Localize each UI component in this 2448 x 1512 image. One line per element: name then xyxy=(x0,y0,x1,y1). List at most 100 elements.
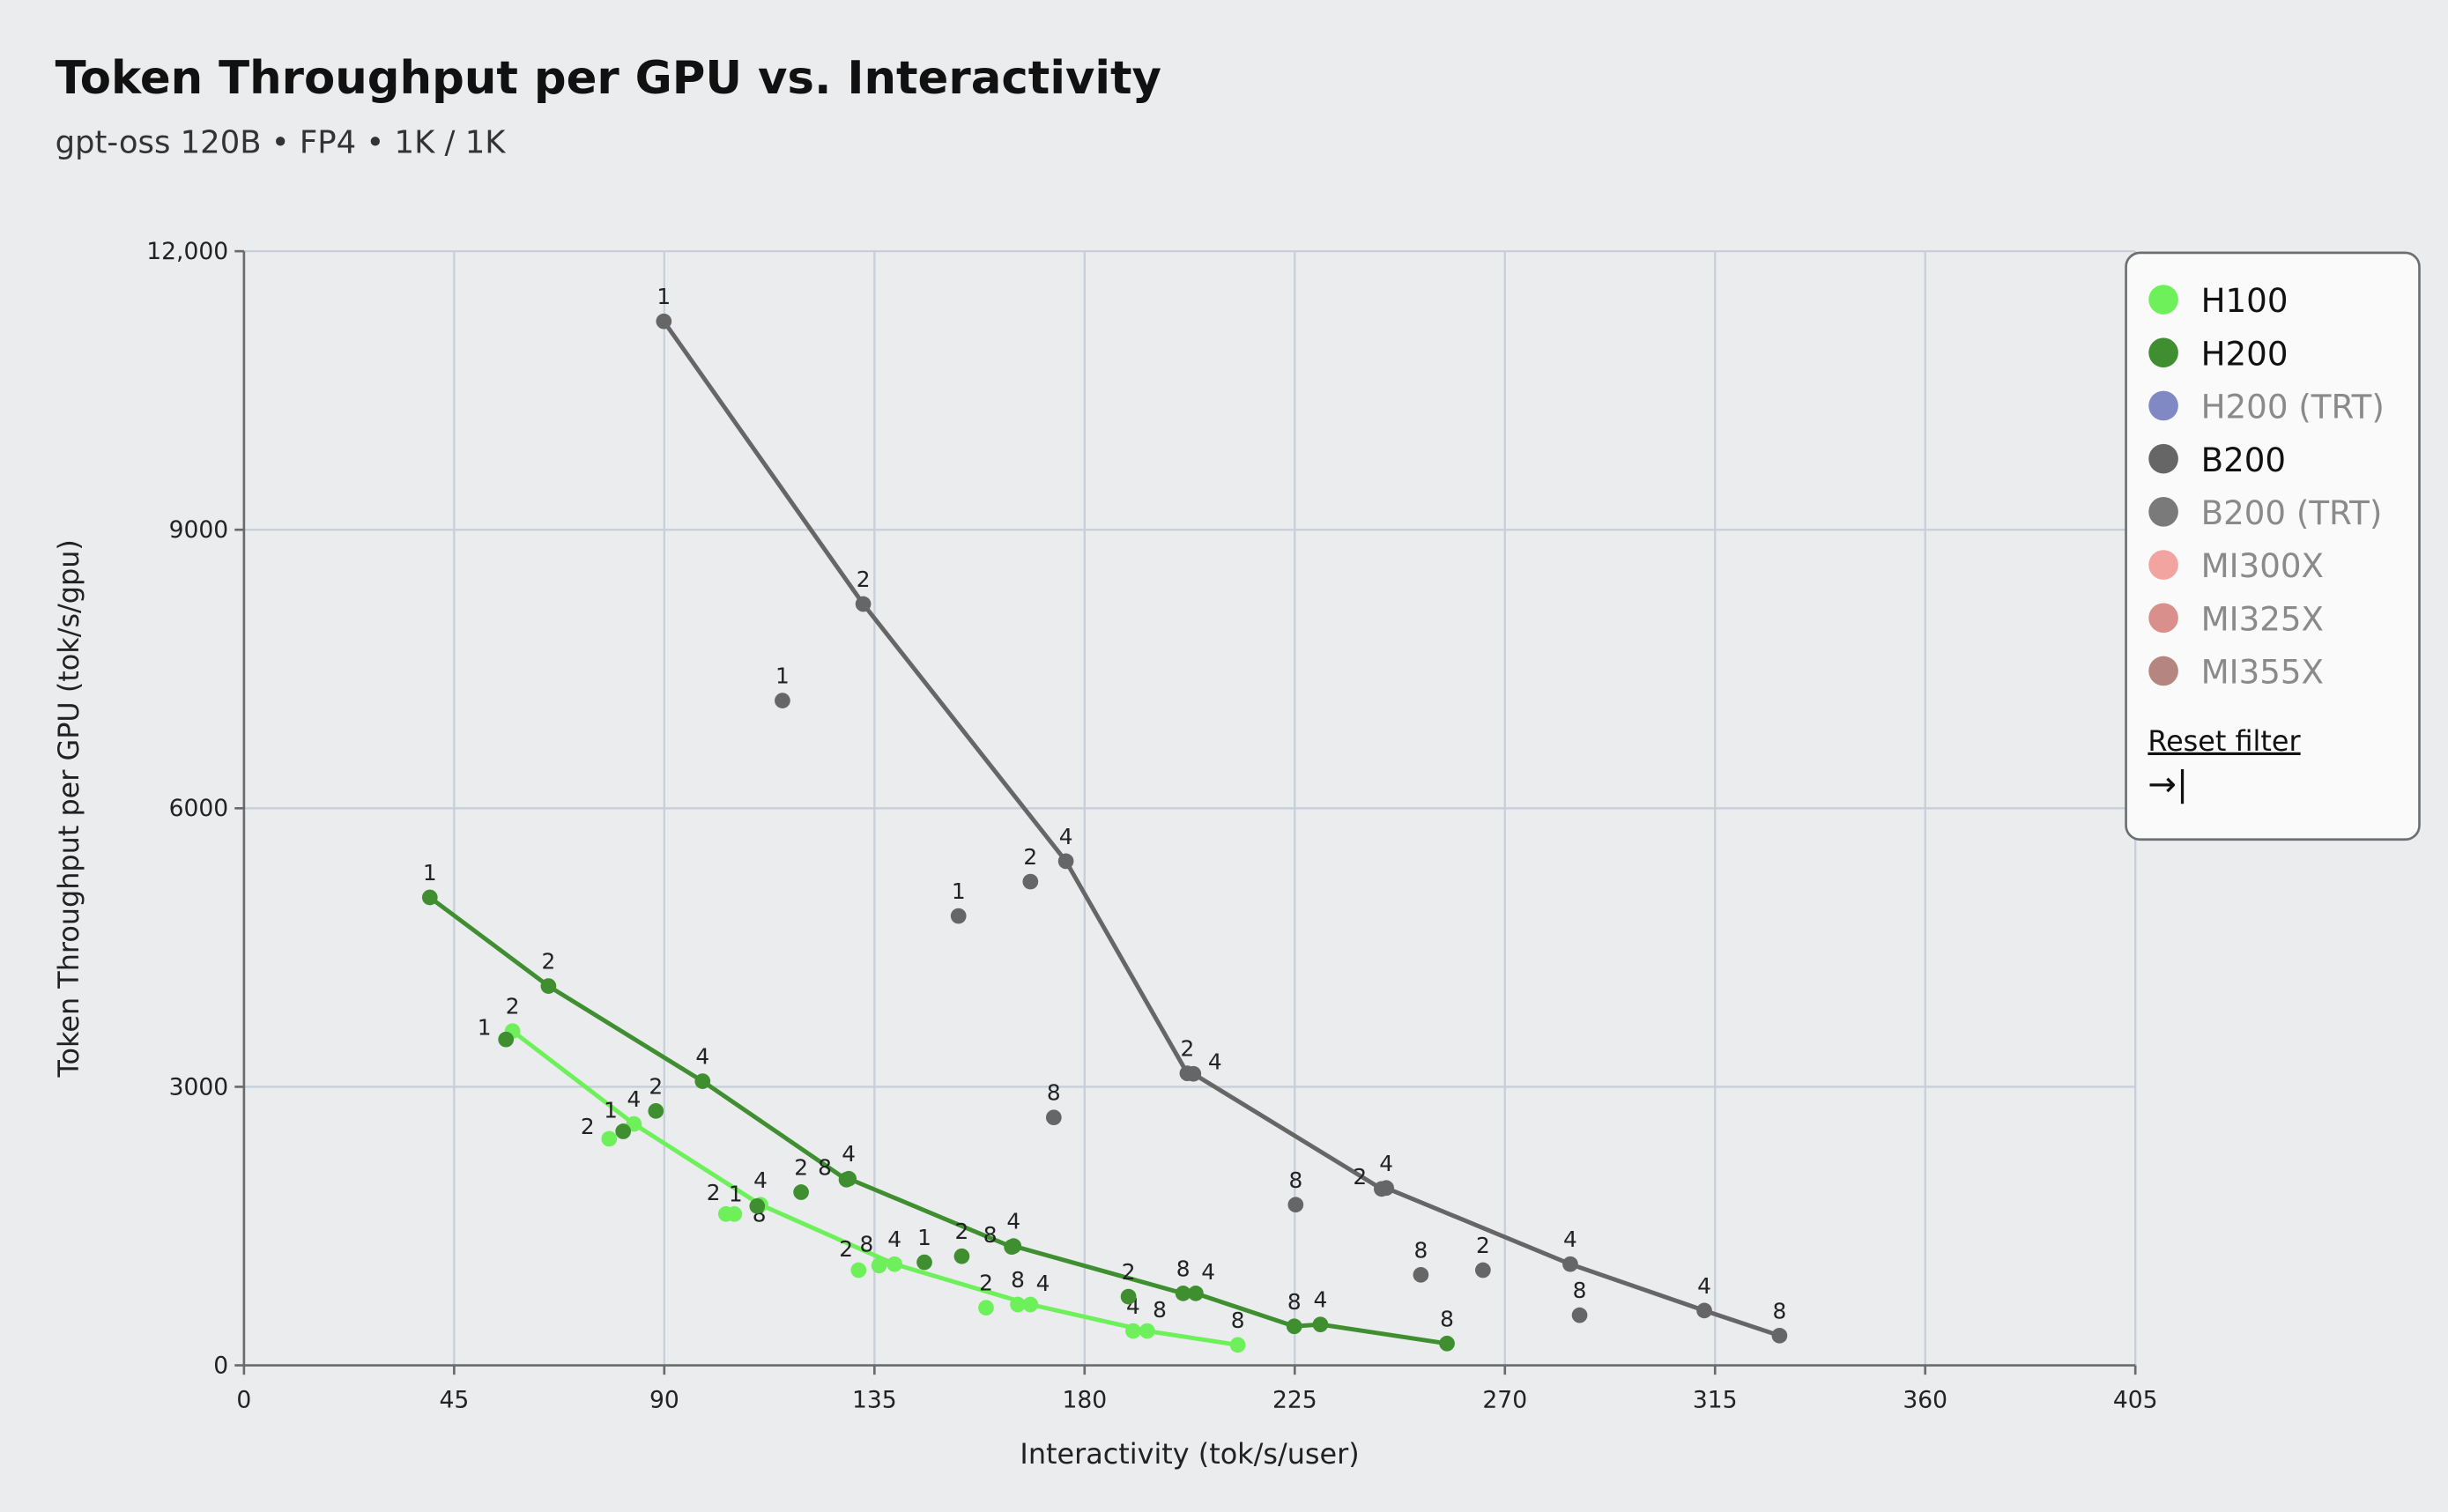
data-point xyxy=(950,908,967,924)
data-point-label: 8 xyxy=(1772,1298,1786,1323)
legend-box xyxy=(2125,251,2421,841)
data-point-label: 2 xyxy=(1353,1164,1367,1190)
data-point-label: 2 xyxy=(542,949,556,975)
data-point xyxy=(793,1184,809,1200)
data-point-label: 4 xyxy=(695,1044,709,1070)
x-tick-label: 45 xyxy=(439,1386,469,1413)
legend-swatch xyxy=(2148,550,2178,580)
y-tick-label: 12,000 xyxy=(146,238,228,265)
data-point-label: 4 xyxy=(627,1086,642,1112)
data-point-label: 8 xyxy=(1047,1080,1061,1106)
data-point xyxy=(726,1205,743,1222)
legend-label: B200 xyxy=(2201,441,2286,479)
legend: H100 H200 H200 (TRT) B200 B200 (TRT) MI300X MI… xyxy=(2125,251,2421,841)
legend-item-mi300x[interactable]: MI300X xyxy=(2148,546,2324,585)
arrow-right-to-bar-icon[interactable]: →| xyxy=(2148,765,2188,804)
data-point xyxy=(498,1031,515,1048)
data-point-label: 4 xyxy=(1006,1209,1020,1234)
legend-swatch xyxy=(2148,603,2178,634)
data-point-label: 8 xyxy=(1288,1167,1302,1193)
data-point-label: 1 xyxy=(423,860,437,886)
legend-swatch xyxy=(2148,285,2178,315)
legend-label: H100 xyxy=(2201,281,2289,320)
tick-labels: 0 45 90 135 180 225 270 315 360 405 0 3000 6000 9000 1… xyxy=(146,238,2157,1413)
data-point-label: 1 xyxy=(478,1014,492,1040)
data-point xyxy=(1005,1238,1022,1254)
reset-filter-link[interactable]: Reset filter xyxy=(2148,724,2301,758)
data-point-label: 2 xyxy=(1023,844,1037,870)
frontier-line xyxy=(662,320,1781,1338)
legend-item-b200[interactable]: B200 xyxy=(2148,441,2286,479)
legend-item-h200[interactable]: H200 xyxy=(2148,334,2288,373)
chart-title: Token Throughput per GPU vs. Interactivi… xyxy=(56,52,1161,105)
data-point-label: 1 xyxy=(657,284,671,309)
data-point-label: 8 xyxy=(1287,1289,1302,1315)
data-point xyxy=(1022,1296,1039,1313)
data-point-label: 2 xyxy=(707,1180,721,1205)
data-point-label: 8 xyxy=(1153,1297,1167,1323)
legend-label: B200 (TRT) xyxy=(2201,493,2383,532)
legend-swatch xyxy=(2148,656,2178,686)
data-point xyxy=(1286,1318,1302,1335)
data-point-label: 4 xyxy=(1379,1151,1393,1176)
data-point xyxy=(656,313,672,330)
data-point-label: 4 xyxy=(1201,1259,1215,1285)
data-point xyxy=(1022,873,1039,890)
data-point-label: 4 xyxy=(1314,1287,1328,1313)
data-point-label: 2 xyxy=(649,1073,663,1099)
legend-item-mi355x[interactable]: MI355X xyxy=(2148,653,2324,692)
data-point-label: 8 xyxy=(983,1222,998,1248)
legend-item-b200-trt-[interactable]: B200 (TRT) xyxy=(2148,493,2382,532)
data-point xyxy=(1045,1109,1062,1126)
legend-label: H200 (TRT) xyxy=(2201,388,2385,426)
x-tick-label: 135 xyxy=(852,1386,897,1413)
data-point xyxy=(1139,1323,1155,1339)
data-point xyxy=(1474,1262,1491,1279)
y-tick-label: 6000 xyxy=(169,795,229,822)
x-tick-label: 180 xyxy=(1062,1386,1107,1413)
y-axis-label: Token Throughput per GPU (tok/s/gpu) xyxy=(52,539,85,1078)
data-point-label: 8 xyxy=(860,1232,874,1257)
data-point-label: 1 xyxy=(917,1225,931,1250)
data-point-label: 4 xyxy=(753,1167,768,1193)
data-point-label: 1 xyxy=(604,1097,618,1123)
legend-label: MI355X xyxy=(2201,653,2324,692)
data-point-label: 8 xyxy=(818,1154,832,1180)
data-point xyxy=(1771,1327,1788,1344)
legend-label: MI300X xyxy=(2201,546,2324,585)
legend-swatch xyxy=(2148,497,2178,527)
chart-subtitle: gpt-oss 120B • FP4 • 1K / 1K xyxy=(56,125,507,161)
legend-swatch xyxy=(2148,443,2178,474)
data-point xyxy=(1185,1065,1202,1082)
legend-item-h200-trt-[interactable]: H200 (TRT) xyxy=(2148,388,2385,426)
data-point xyxy=(1696,1302,1712,1319)
data-point xyxy=(1439,1335,1455,1352)
data-point-label: 2 xyxy=(581,1114,595,1139)
x-tick-label: 225 xyxy=(1272,1386,1317,1413)
data-point xyxy=(916,1254,932,1271)
data-point-label: 2 xyxy=(794,1155,808,1181)
data-point xyxy=(1175,1286,1191,1301)
data-point-label: 2 xyxy=(955,1219,969,1244)
legend-swatch xyxy=(2148,337,2178,368)
legend-item-h100[interactable]: H100 xyxy=(2148,281,2288,320)
data-point xyxy=(855,596,872,612)
data-point-label: 4 xyxy=(842,1141,856,1167)
data-point xyxy=(601,1130,618,1147)
legend-item-mi325x[interactable]: MI325X xyxy=(2148,599,2324,638)
data-point xyxy=(953,1248,970,1264)
data-point xyxy=(1312,1316,1329,1333)
data-point xyxy=(694,1073,711,1089)
data-point xyxy=(1378,1180,1395,1197)
data-point xyxy=(1229,1337,1246,1353)
data-point xyxy=(749,1197,766,1214)
x-tick-label: 270 xyxy=(1482,1386,1527,1413)
data-point-label: 4 xyxy=(887,1227,901,1252)
x-tick-label: 0 xyxy=(236,1386,251,1413)
data-point xyxy=(1413,1266,1429,1283)
legend-label: MI325X xyxy=(2201,599,2324,638)
